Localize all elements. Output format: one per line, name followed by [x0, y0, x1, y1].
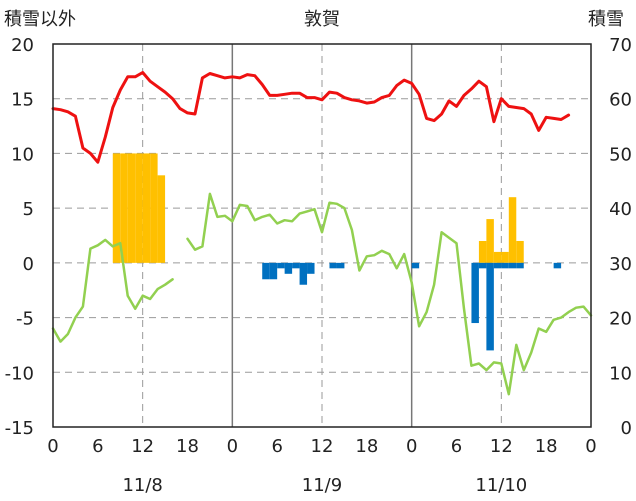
date-label: 11/10 — [475, 475, 527, 496]
left-tick-label: 5 — [23, 199, 34, 220]
blue-bar — [262, 262, 270, 280]
blue-bar — [471, 262, 479, 324]
lines — [51, 71, 593, 396]
left-tick-label: -10 — [5, 363, 34, 384]
orange-bar — [478, 240, 487, 263]
blue-bar — [336, 262, 345, 269]
left-tick-label: 0 — [23, 254, 34, 275]
right-tick-label: 70 — [609, 35, 632, 56]
x-tick-label: 0 — [585, 436, 596, 457]
orange-bar — [120, 153, 128, 263]
orange-bar — [493, 251, 502, 263]
chart-title: 敦賀 — [304, 9, 340, 30]
blue-bar — [277, 262, 285, 269]
blue-bar — [411, 262, 420, 269]
orange-bar — [157, 175, 166, 263]
x-tick-label: 12 — [311, 436, 334, 457]
green-series-line — [51, 192, 593, 396]
x-tick-label: 6 — [92, 436, 103, 457]
blue-bar — [516, 262, 524, 269]
blue-bar — [508, 262, 517, 269]
left-axis-label: 積雪以外 — [4, 9, 76, 30]
blue-bar — [284, 262, 293, 274]
right-tick-label: 0 — [621, 418, 632, 439]
left-tick-label: -15 — [5, 418, 34, 439]
bars — [112, 153, 562, 351]
left-tick-label: -5 — [16, 309, 34, 330]
blue-bar — [486, 262, 494, 351]
blue-bar — [493, 262, 502, 269]
blue-bar — [501, 262, 509, 269]
right-tick-label: 20 — [609, 309, 632, 330]
x-tick-label: 6 — [451, 436, 462, 457]
right-tick-label: 60 — [609, 90, 632, 111]
x-tick-label: 6 — [271, 436, 282, 457]
date-label: 11/8 — [122, 475, 162, 496]
blue-bar — [553, 262, 562, 269]
orange-bar — [112, 153, 121, 263]
orange-bar — [142, 153, 151, 263]
right-tick-label: 50 — [609, 144, 632, 165]
blue-bar — [299, 262, 308, 285]
orange-bar — [150, 153, 158, 263]
orange-bar — [127, 153, 136, 263]
left-tick-label: 10 — [11, 144, 34, 165]
x-tick-label: 0 — [47, 436, 58, 457]
right-tick-label: 30 — [609, 254, 632, 275]
blue-bar — [269, 262, 278, 280]
orange-bar — [135, 153, 143, 263]
left-tick-label: 15 — [11, 90, 34, 111]
right-tick-label: 10 — [609, 363, 632, 384]
orange-bar — [501, 251, 509, 263]
x-tick-label: 0 — [406, 436, 417, 457]
blue-bar — [478, 262, 487, 269]
x-tick-label: 18 — [535, 436, 558, 457]
x-tick-label: 18 — [355, 436, 378, 457]
blue-bar — [307, 262, 315, 274]
plot-frame — [52, 43, 592, 428]
left-tick-label: 20 — [11, 35, 34, 56]
blue-bar — [329, 262, 337, 269]
orange-bar — [516, 240, 524, 263]
x-tick-label: 18 — [176, 436, 199, 457]
x-tick-label: 12 — [131, 436, 154, 457]
blue-bar — [292, 262, 300, 269]
red-series-line — [51, 71, 571, 164]
right-tick-label: 40 — [609, 199, 632, 220]
date-label: 11/9 — [302, 475, 342, 496]
right-axis-label: 積雪 — [588, 9, 624, 30]
x-tick-label: 0 — [227, 436, 238, 457]
x-tick-label: 12 — [490, 436, 513, 457]
orange-bar — [508, 197, 517, 263]
orange-bar — [486, 219, 494, 263]
